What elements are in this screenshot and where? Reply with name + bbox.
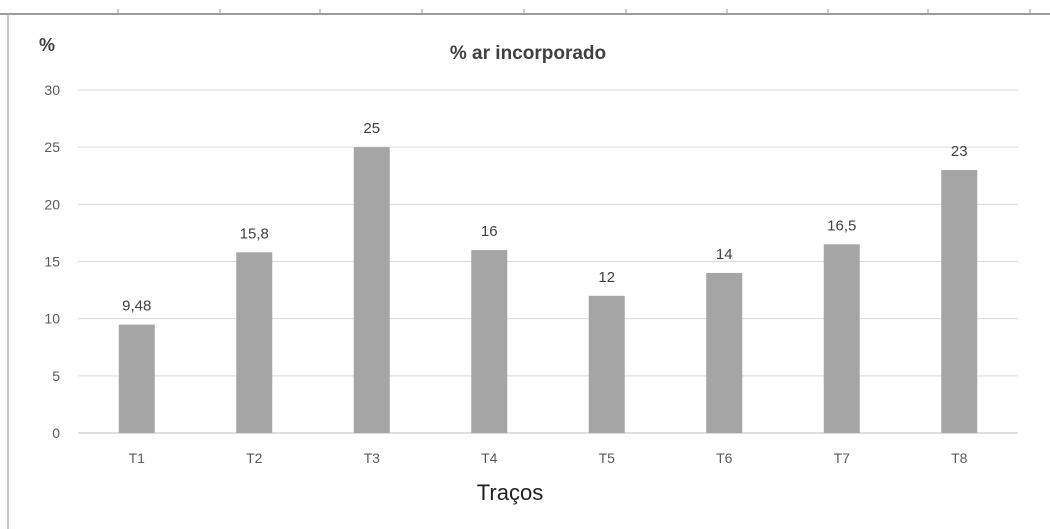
y-axis-label: % — [39, 35, 55, 55]
x-tick-label: T7 — [834, 450, 851, 466]
y-tick-labels: 0 5 10 15 20 25 30 — [44, 82, 60, 441]
data-label: 12 — [598, 269, 615, 286]
data-label: 25 — [363, 120, 380, 137]
data-label: 15,8 — [240, 225, 269, 242]
x-tick-label: T5 — [599, 450, 616, 466]
bars — [118, 147, 978, 434]
y-tick-label: 20 — [44, 196, 60, 212]
bar — [941, 170, 978, 434]
bar — [236, 252, 273, 433]
x-tick-label: T6 — [716, 450, 733, 466]
x-tick-label: T4 — [481, 450, 498, 466]
y-tick-label: 0 — [52, 425, 60, 441]
bar — [823, 244, 860, 433]
sheet-column-marks — [117, 9, 1031, 14]
y-tick-label: 25 — [44, 139, 60, 155]
x-tick-label: T1 — [129, 450, 146, 466]
data-label: 14 — [716, 246, 733, 263]
data-label: 16,5 — [827, 217, 856, 234]
data-label: 16 — [481, 223, 498, 240]
x-axis-label: Traços — [477, 480, 543, 505]
y-tick-label: 5 — [52, 368, 60, 384]
bar — [353, 147, 390, 433]
x-tick-labels: T1 T2 T3 T4 T5 T6 T7 T8 — [129, 450, 968, 466]
gridlines — [78, 89, 1018, 434]
data-label: 9,48 — [122, 298, 151, 315]
data-labels: 9,48 15,8 25 16 12 14 16,5 23 — [122, 120, 967, 314]
x-tick-label: T8 — [951, 450, 968, 466]
y-tick-label: 15 — [44, 254, 60, 270]
bar — [471, 250, 508, 433]
chart-title: % ar incorporado — [450, 43, 606, 64]
x-tick-label: T2 — [246, 450, 263, 466]
data-label: 23 — [951, 143, 968, 160]
y-tick-label: 10 — [44, 311, 60, 327]
bar — [588, 295, 625, 433]
x-tick-label: T3 — [364, 450, 381, 466]
y-tick-label: 30 — [44, 82, 60, 98]
bar — [118, 324, 155, 433]
bar — [706, 272, 743, 433]
